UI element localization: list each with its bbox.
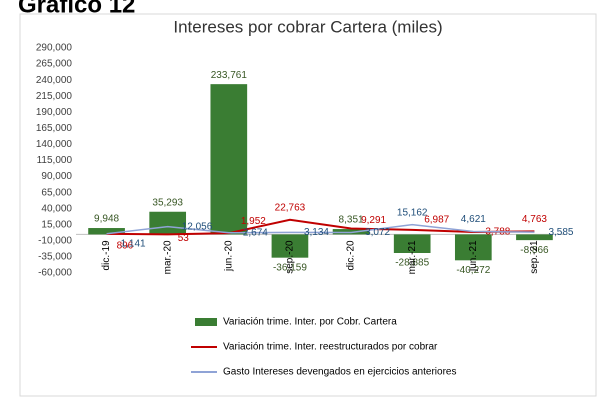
line-value-label: 896 bbox=[117, 240, 134, 251]
y-tick-label: 140,000 bbox=[36, 139, 73, 150]
bar bbox=[393, 234, 431, 253]
y-tick-label: 115,000 bbox=[37, 155, 73, 166]
x-tick-label: jun.-21 bbox=[468, 240, 479, 272]
line-value-label: 15,162 bbox=[397, 207, 428, 218]
bar-value-label: -36,159 bbox=[273, 262, 307, 273]
line-value-label: 6,987 bbox=[424, 215, 449, 226]
bar bbox=[210, 84, 248, 235]
bar-value-label: 8,351 bbox=[339, 215, 364, 226]
bar-value-label: -40,272 bbox=[456, 265, 490, 276]
bar-value-label: 35,293 bbox=[152, 197, 183, 208]
heading: Gráfico 12 bbox=[18, 0, 135, 18]
x-tick-label: jun.-20 bbox=[223, 240, 234, 272]
y-tick-label: 15,000 bbox=[41, 219, 72, 230]
y-tick-label: 165,000 bbox=[36, 123, 73, 134]
legend-swatch bbox=[195, 318, 217, 326]
line-value-label: 1,952 bbox=[241, 216, 266, 227]
legend-label: Variación trime. Inter. reestructurados … bbox=[223, 342, 438, 353]
bar bbox=[149, 211, 187, 235]
y-tick-label: 190,000 bbox=[36, 107, 73, 118]
bar-value-label: 9,948 bbox=[94, 214, 119, 225]
x-tick-label: dic.-19 bbox=[101, 240, 112, 270]
bar bbox=[516, 234, 553, 241]
line-value-label: 1,141 bbox=[121, 238, 146, 249]
bar bbox=[454, 234, 492, 261]
y-tick-label: -35,000 bbox=[38, 252, 72, 263]
chart-title: Intereses por cobrar Cartera (miles) bbox=[173, 17, 442, 36]
y-tick-label: 215,000 bbox=[36, 91, 73, 102]
bar bbox=[271, 234, 309, 258]
line-value-label: 3,072 bbox=[365, 227, 390, 238]
bar-value-label: -8,866 bbox=[520, 245, 549, 256]
x-tick-label: dic.-20 bbox=[346, 240, 357, 270]
line-value-label: 53 bbox=[178, 233, 190, 244]
line-value-label: 12,056 bbox=[182, 221, 213, 232]
x-tick-label: mar.-21 bbox=[407, 240, 418, 274]
x-tick-label: sep.-20 bbox=[285, 240, 296, 274]
bar-value-label: -28,885 bbox=[395, 258, 429, 269]
bar-value-label: 233,761 bbox=[211, 70, 248, 81]
line-value-label: 9,291 bbox=[361, 215, 386, 226]
y-tick-label: -60,000 bbox=[38, 268, 72, 279]
legend-label: Variación trime. Inter. por Cobr. Carter… bbox=[223, 317, 397, 328]
y-tick-label: 240,000 bbox=[36, 75, 73, 86]
line-value-label: 3,585 bbox=[548, 227, 573, 238]
y-tick-label: 265,000 bbox=[36, 59, 73, 70]
chart-frame bbox=[19, 13, 597, 397]
x-tick-label: mar.-20 bbox=[162, 240, 173, 274]
line-value-label: 4,621 bbox=[461, 214, 486, 225]
y-tick-label: 90,000 bbox=[41, 171, 72, 182]
line-value-label: 2,674 bbox=[243, 227, 268, 238]
y-tick-label: -10,000 bbox=[38, 235, 72, 246]
legend-label: Gasto Intereses devengados en ejercicios… bbox=[223, 367, 456, 378]
y-tick-label: 290,000 bbox=[36, 43, 73, 54]
x-tick-label: sep.-21 bbox=[529, 240, 540, 274]
bar bbox=[88, 228, 125, 235]
line-value-label: 4,763 bbox=[522, 214, 547, 225]
y-tick-label: 65,000 bbox=[41, 187, 72, 198]
line-series bbox=[106, 218, 535, 236]
y-tick-label: 40,000 bbox=[41, 203, 72, 214]
line-value-label: 22,763 bbox=[275, 202, 306, 213]
line-series bbox=[106, 223, 535, 235]
line-value-label: 3,134 bbox=[304, 227, 329, 238]
